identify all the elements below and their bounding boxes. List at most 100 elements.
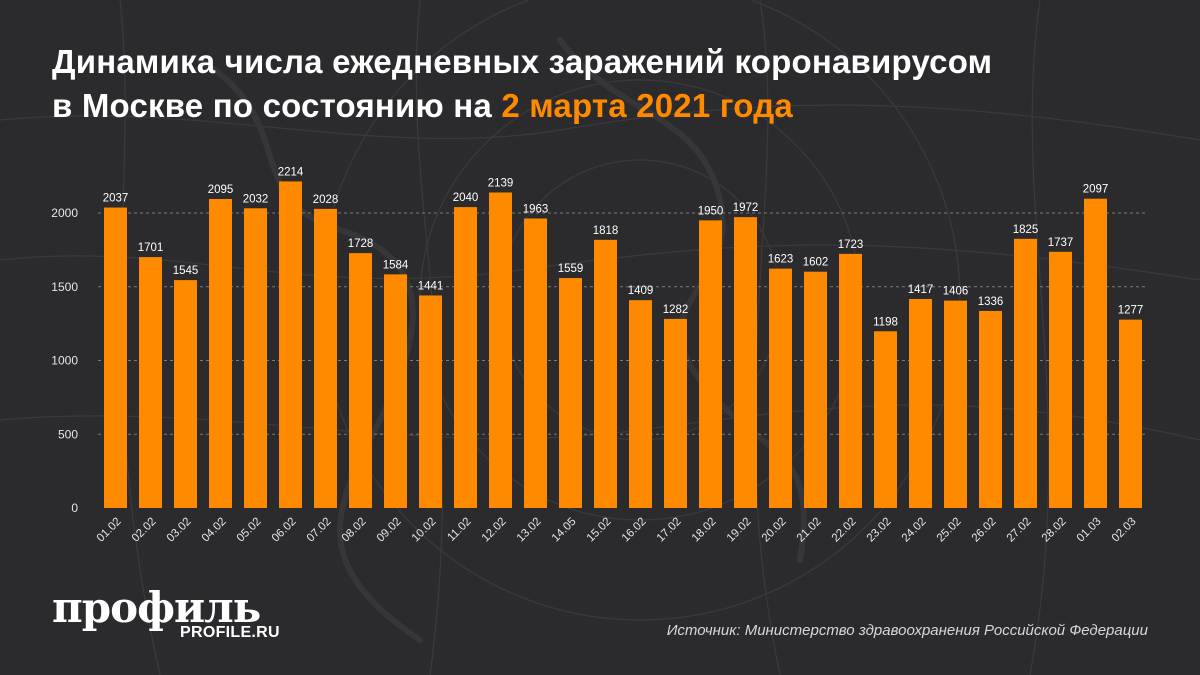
x-tick-label: 20.02: [760, 516, 789, 545]
x-tick-label: 22.02: [830, 516, 859, 545]
x-tick-label: 17.02: [655, 516, 684, 545]
x-tick-label: 16.02: [620, 516, 649, 545]
y-tick-label: 2000: [51, 206, 78, 220]
x-tick-label: 26.02: [970, 516, 999, 545]
x-tick-label: 05.02: [235, 516, 264, 545]
x-tick-label: 18.02: [690, 516, 719, 545]
y-tick-label: 1500: [51, 280, 78, 294]
data-label: 1441: [418, 280, 444, 292]
data-label: 2040: [453, 192, 479, 204]
bar-13.02[interactable]: [524, 218, 547, 508]
x-tick-label: 21.02: [795, 516, 824, 545]
bar-11.02[interactable]: [454, 207, 477, 508]
x-tick-label: 02.03: [1110, 516, 1139, 545]
x-tick-label: 03.02: [165, 516, 194, 545]
title-date-accent: 2 марта 2021 года: [501, 87, 793, 124]
data-label: 2032: [243, 193, 269, 205]
data-label: 1602: [803, 257, 829, 269]
y-tick-label: 0: [71, 501, 78, 515]
data-label: 1584: [383, 259, 409, 271]
data-label: 2095: [208, 184, 234, 196]
bar-19.02[interactable]: [734, 217, 757, 508]
data-label: 1950: [698, 205, 724, 217]
x-tick-label: 25.02: [935, 516, 964, 545]
bar-18.02[interactable]: [699, 220, 722, 508]
x-tick-label: 19.02: [725, 516, 754, 545]
bar-04.02[interactable]: [209, 198, 232, 509]
data-label: 1417: [908, 284, 934, 296]
bar-02.02[interactable]: [139, 257, 162, 508]
bar-17.02[interactable]: [664, 318, 687, 508]
y-tick-label: 500: [58, 427, 78, 441]
x-tick-label: 28.02: [1040, 516, 1069, 545]
bar-25.02[interactable]: [944, 300, 967, 508]
x-tick-label: 15.02: [585, 516, 614, 545]
data-label: 1737: [1048, 237, 1074, 249]
data-label: 1282: [663, 304, 689, 316]
bar-26.02[interactable]: [979, 310, 1002, 508]
bar-20.02[interactable]: [769, 268, 792, 508]
x-tick-label: 01.02: [95, 516, 124, 545]
x-tick-label: 02.02: [130, 516, 159, 545]
x-tick-label: 27.02: [1005, 516, 1034, 545]
data-label: 1818: [593, 225, 619, 237]
bar-10.02[interactable]: [419, 295, 442, 508]
data-label: 1723: [838, 239, 864, 251]
bar-14.05[interactable]: [559, 278, 582, 508]
bar-07.02[interactable]: [314, 208, 337, 508]
x-tick-label: 24.02: [900, 516, 929, 545]
data-label: 1545: [173, 265, 199, 277]
x-tick-label: 14.05: [550, 516, 579, 545]
source-text: Министерство здравоохранения Российской …: [744, 622, 1148, 639]
data-label: 1336: [978, 296, 1004, 308]
bar-06.02[interactable]: [279, 181, 302, 508]
source-note: Источник: Министерство здравоохранения Р…: [667, 622, 1148, 639]
data-label: 1825: [1013, 224, 1039, 236]
data-label: 1963: [523, 203, 549, 215]
data-label: 1406: [943, 286, 969, 298]
bar-23.02[interactable]: [874, 331, 897, 508]
x-tick-label: 07.02: [305, 516, 334, 545]
x-tick-label: 13.02: [515, 516, 544, 545]
bar-28.02[interactable]: [1049, 251, 1072, 509]
bars: [104, 181, 1142, 509]
data-label: 1972: [733, 202, 759, 214]
data-label: 2028: [313, 194, 339, 206]
x-tick-label: 23.02: [865, 516, 894, 545]
source-label: Источник:: [666, 622, 741, 639]
bar-01.02[interactable]: [104, 207, 127, 509]
title-line-1: Динамика числа ежедневных заражений коро…: [52, 43, 993, 80]
x-tick-label: 09.02: [375, 516, 404, 545]
brand-url[interactable]: PROFILE.RU: [180, 624, 280, 641]
bar-09.02[interactable]: [384, 274, 407, 508]
bar-01.03[interactable]: [1084, 198, 1107, 508]
data-label: 1559: [558, 263, 584, 275]
bar-03.02[interactable]: [174, 280, 197, 508]
data-label: 2139: [488, 177, 514, 189]
x-axis: 01.02 02.02 03.02 04.02 05.02 06.02 07.02 08.02…: [95, 516, 1139, 545]
data-label: 2214: [278, 166, 304, 178]
data-label: 2037: [103, 193, 129, 205]
x-tick-label: 10.02: [410, 516, 439, 545]
bar-24.02[interactable]: [909, 298, 932, 508]
bar-21.02[interactable]: [804, 271, 827, 508]
bar-02.03[interactable]: [1119, 319, 1142, 508]
profile-logo[interactable]: профиль PROFILE.RU: [52, 586, 280, 642]
data-label: 1623: [768, 254, 794, 266]
data-label: 2097: [1083, 184, 1109, 196]
bar-12.02[interactable]: [489, 192, 512, 508]
x-tick-label: 06.02: [270, 516, 299, 545]
x-tick-label: 01.03: [1075, 516, 1104, 545]
bar-05.02[interactable]: [244, 208, 267, 508]
bar-08.02[interactable]: [349, 253, 372, 508]
y-tick-label: 1000: [51, 354, 78, 368]
data-label: 1728: [348, 238, 374, 250]
bar-15.02[interactable]: [594, 239, 617, 508]
bar-16.02[interactable]: [629, 300, 652, 508]
y-axis: 0 500 1000 1500 2000: [51, 206, 78, 515]
bar-22.02[interactable]: [839, 253, 862, 508]
x-tick-label: 08.02: [340, 516, 369, 545]
chart-title: Динамика числа ежедневных заражений коро…: [52, 40, 1162, 128]
bar-27.02[interactable]: [1014, 238, 1037, 508]
